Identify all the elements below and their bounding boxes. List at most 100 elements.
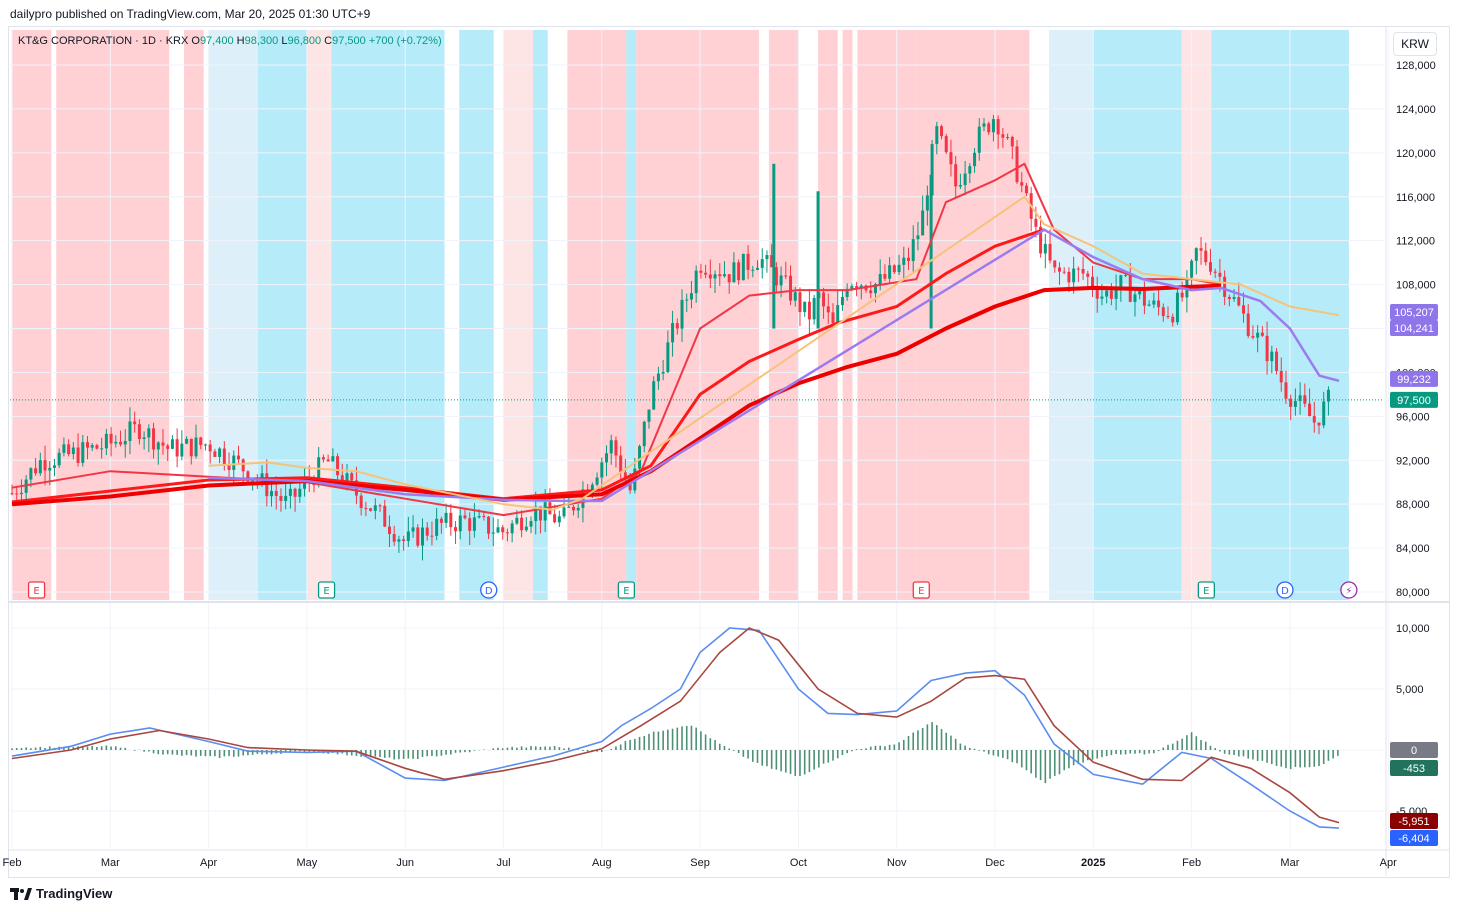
ma-line-0 [11,162,1222,517]
currency-button[interactable]: KRW [1393,32,1437,56]
candle-body [279,495,283,501]
candle-body [609,440,613,454]
candle-body [935,126,939,145]
candle-body [128,421,132,441]
candle-body [1086,273,1090,277]
candle-body [501,527,505,533]
candle-body [1237,297,1241,306]
candle-body [496,527,500,533]
candle-body [1208,262,1212,272]
candle-body [180,443,184,457]
candle-body [203,444,207,446]
event-markers: E E D E E E D ⚡ [27,581,1358,599]
candle-body [996,119,1000,135]
candle-body [1138,290,1142,295]
candle-body [520,517,524,531]
candle-body [869,290,873,294]
candle-body [722,274,726,277]
earnings-marker [617,581,636,599]
time-tick-label: Apr [200,857,217,869]
background-band [1049,30,1094,600]
candle-body [185,438,189,444]
candle-body [1109,290,1113,299]
tradingview-logo[interactable]: TradingView [10,886,112,901]
candle-body [963,173,967,186]
candle-body [1260,332,1264,336]
candle-body [524,526,528,531]
legend-high-label: H [236,35,245,47]
candle-body [727,274,731,283]
candle-body [1062,271,1066,273]
price-tag-purple-3-text: 99,232 [1397,374,1431,386]
candle-body [680,299,684,329]
price-tick-label: 116,000 [1396,192,1435,204]
candle-body [491,532,495,534]
candle-body [1227,296,1231,299]
candle-body [29,468,33,480]
candle-body [142,437,146,440]
candle-body [614,440,618,456]
candle-body [505,532,509,534]
time-tick-label: Jun [396,857,414,869]
macd-tag-zero-bg [1390,742,1438,758]
candle-body [133,421,137,425]
candle-body [378,505,382,507]
candle-body [1213,271,1217,273]
candle-body [836,305,840,324]
candle-body [671,323,675,343]
candle-body [831,312,835,324]
candle-body [1142,290,1146,306]
candle-body [873,284,877,294]
candle-body [902,257,906,265]
candle-body [350,473,354,481]
candle-body [52,465,56,468]
candle-body [340,475,344,485]
candle-body [364,507,368,509]
candle-body [826,306,830,313]
candle-body [85,442,89,448]
legend-symbol: KT&G CORPORATION · 1D · KRX [18,35,189,47]
candle-body [944,136,948,153]
candle-body [1256,332,1260,338]
earnings-marker [1197,581,1215,599]
candle-body [779,275,783,286]
candle-body [661,372,665,374]
candle-body [67,444,71,455]
macd-tag-macd-bg [1390,830,1438,846]
background-band [1181,30,1212,600]
candle-body [194,437,198,457]
candle-body [949,152,953,165]
background-band [306,30,332,600]
price-tag-purple-3: 99,232 [1390,370,1438,387]
candle-body [218,448,222,457]
candle-body [977,126,981,153]
candle-body [1289,398,1293,407]
candle-body [62,444,66,453]
candle-body [685,299,689,301]
candle-body [208,444,212,452]
candle-body [1076,268,1080,270]
candle-body [958,185,962,187]
price-tag-purple-2-bg [1390,320,1438,336]
candle-body [991,119,995,133]
candle-body [675,323,679,329]
candle-body [774,267,778,286]
candle-body [656,373,660,382]
candle-body [123,440,127,445]
candle-body [1152,300,1156,305]
candle-body [789,275,793,301]
candle-body [850,286,854,289]
price-tick-label: 120,000 [1396,148,1436,160]
candle-body [439,518,443,523]
macd-tag-signal-text: -5,951 [1398,816,1429,828]
candle-body [1303,395,1307,404]
price-tick-label: 84,000 [1396,543,1430,555]
candle-body [43,460,47,471]
dividend-marker [1276,581,1294,599]
candle-body [104,433,108,449]
candle-body [402,539,406,542]
price-tick-label: 124,000 [1396,104,1436,116]
candle-body [878,274,882,285]
candle-body [1147,304,1151,306]
